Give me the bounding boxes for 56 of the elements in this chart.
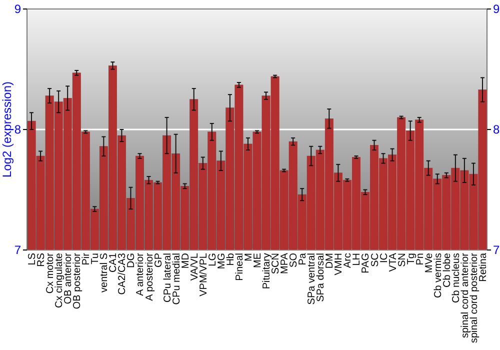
x-tick-label: Cb lobe bbox=[442, 252, 453, 288]
x-tick-label: Cx cingulate bbox=[54, 252, 66, 308]
x-tick-label: VPM/VPL bbox=[198, 252, 210, 296]
x-tick-label: SN bbox=[396, 253, 408, 267]
x-tick-label: VTA bbox=[388, 252, 399, 272]
x-tick-label: Arc bbox=[342, 253, 354, 268]
x-tick-label: CA1 bbox=[108, 252, 120, 272]
x-tick-label: Cb vermis bbox=[432, 253, 444, 298]
x-tick-label: MD bbox=[180, 253, 192, 269]
x-tick-label: MG bbox=[216, 252, 228, 270]
x-tick-label: CPu medial bbox=[171, 253, 182, 305]
x-tick-label: OB anterior bbox=[63, 252, 74, 304]
x-tick-label: spinal cord posterior bbox=[468, 252, 480, 344]
x-tick-label: SO bbox=[288, 252, 300, 268]
x-tick-label: MPA bbox=[280, 252, 291, 274]
x-tick-label: ventral S bbox=[99, 252, 110, 292]
x-tick-label: A posterior bbox=[144, 252, 156, 301]
y2-tick-label: 7 bbox=[493, 243, 500, 258]
y-axis-title: Log2 (expression) bbox=[0, 81, 14, 178]
x-tick-label: Pa bbox=[298, 252, 309, 266]
y-tick-label: 8 bbox=[14, 122, 22, 137]
x-tick-label: LG bbox=[207, 252, 218, 266]
y-tick-label: 9 bbox=[14, 2, 22, 16]
x-tick-label: Retina bbox=[478, 252, 489, 282]
x-tick-label: Pituitary bbox=[262, 253, 273, 290]
x-tick-label: LH bbox=[352, 253, 363, 266]
y-tick-label: 7 bbox=[14, 243, 22, 258]
x-tick-label: M bbox=[243, 253, 254, 262]
x-tick-label: CA2/CA3 bbox=[117, 252, 128, 295]
x-tick-label: Hb bbox=[225, 252, 236, 266]
x-tick-label: Pineal bbox=[234, 253, 246, 281]
x-tick-label: DG bbox=[126, 252, 138, 268]
x-tick-label: Pn bbox=[414, 253, 426, 266]
x-tick-label: A anterior bbox=[135, 252, 146, 296]
x-tick-label: SCN bbox=[270, 253, 282, 274]
y2-tick-label: 8 bbox=[493, 122, 500, 137]
x-tick-label: SPa dorsal bbox=[316, 253, 327, 302]
x-tick-label: DM bbox=[324, 253, 336, 269]
x-tick-label: SC bbox=[370, 253, 381, 267]
x-tick-label: IC bbox=[378, 253, 390, 263]
y2-tick-label: 9 bbox=[493, 2, 500, 16]
x-tick-label: PAG bbox=[360, 252, 372, 274]
x-tick-label: Pir bbox=[81, 252, 92, 266]
x-tick-label: VA/VL bbox=[189, 252, 200, 281]
x-tick-label: ME bbox=[252, 252, 264, 268]
x-tick-label: MVe bbox=[424, 252, 435, 274]
x-tick-label: Tg bbox=[406, 253, 417, 265]
x-tick-label: GP bbox=[153, 252, 164, 268]
x-tick-label: VMH bbox=[334, 253, 345, 276]
x-tick-label: CPu lateral bbox=[162, 253, 174, 302]
x-tick-label: RS bbox=[36, 252, 48, 267]
x-tick-label: Tu bbox=[90, 253, 102, 264]
x-tick-label: Cb nucleus bbox=[450, 253, 462, 304]
x-tick-label: LS bbox=[27, 252, 38, 266]
x-tick-label: spinal cord anterior bbox=[460, 252, 471, 338]
x-tick-label: OB posterior bbox=[72, 252, 84, 310]
